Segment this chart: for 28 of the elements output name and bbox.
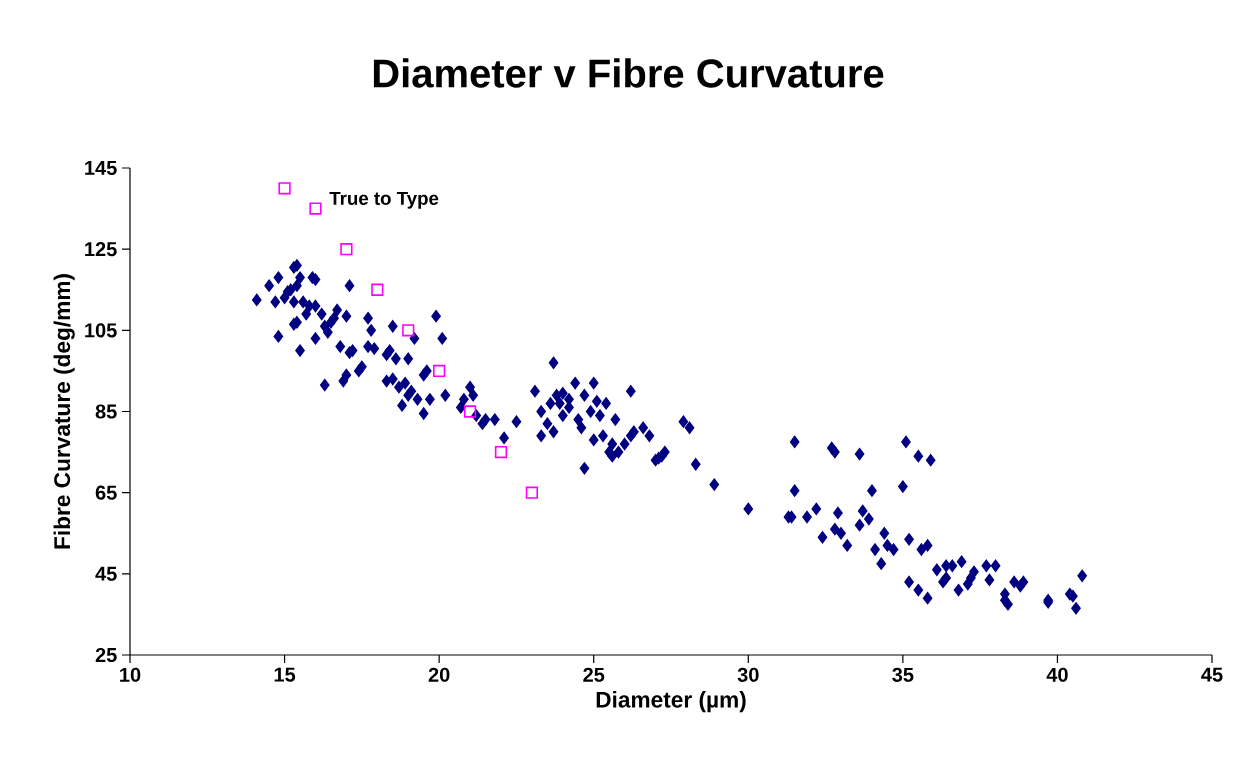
y-axis-title: Fibre Curvature (deg/mm): [53, 274, 75, 549]
point: [525, 486, 539, 499]
x-tick-label: 35: [892, 667, 914, 682]
x-tick-label: 15: [274, 667, 296, 682]
y-tick-label: 125: [85, 242, 117, 257]
y-tick-label: 65: [95, 485, 117, 500]
point: [402, 324, 415, 337]
point: [340, 243, 353, 256]
series-label: True to Type: [329, 191, 439, 209]
x-tick-label: 20: [428, 667, 450, 682]
point: [309, 202, 322, 215]
x-tick-label: 40: [1046, 667, 1068, 682]
point: [463, 405, 477, 418]
y-tick-label: 25: [95, 647, 117, 663]
y-tick-label: 45: [95, 566, 117, 581]
chart-title: Diameter v Fibre Curvature: [373, 58, 884, 88]
point: [278, 182, 291, 195]
point: [433, 364, 446, 378]
point: [494, 445, 508, 459]
x-tick-label: 30: [737, 667, 759, 682]
y-tick-label: 85: [95, 404, 117, 419]
x-axis-title: Diameter (µm): [596, 691, 746, 713]
point: [371, 283, 384, 296]
x-tick-label: 25: [583, 667, 605, 682]
y-tick-label: 105: [85, 323, 117, 338]
x-tick-label: 45: [1201, 667, 1223, 682]
y-tick-label: 145: [85, 161, 117, 175]
x-tick-label: 10: [120, 667, 141, 682]
